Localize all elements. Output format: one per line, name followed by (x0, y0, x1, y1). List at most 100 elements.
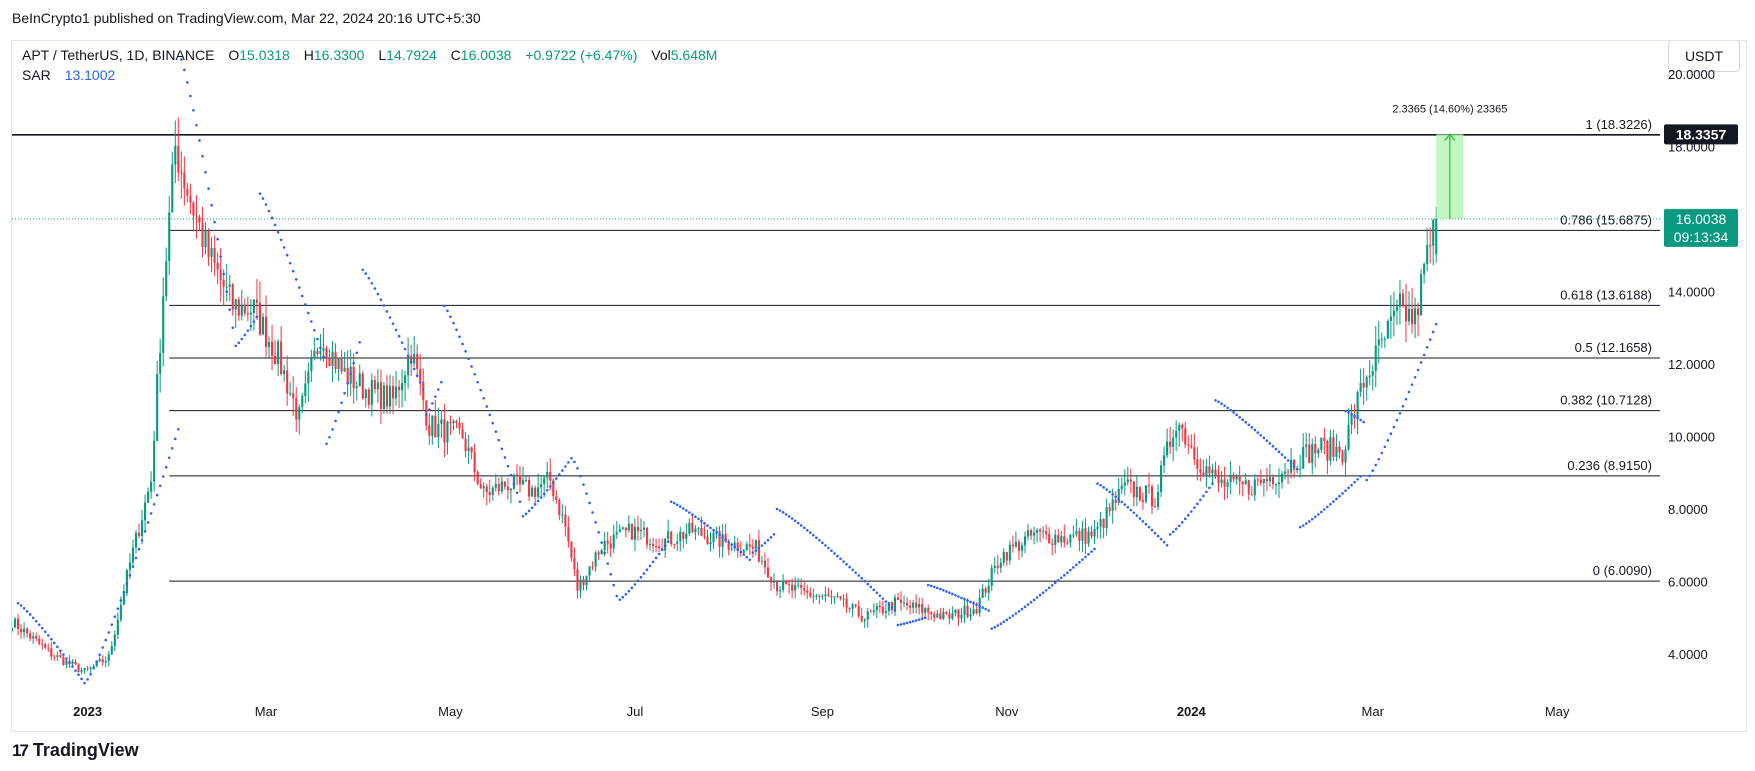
sar-dot (839, 557, 842, 561)
candle-body (1117, 488, 1120, 503)
candle-body (394, 386, 398, 399)
sar-dot (527, 509, 531, 513)
sar-dot (334, 419, 337, 423)
candle-body (1274, 484, 1278, 486)
sar-dot (1156, 534, 1160, 538)
candle-body (899, 599, 903, 603)
sar-dot (896, 623, 900, 627)
candle-body (1026, 530, 1030, 537)
candle-body (754, 540, 757, 549)
sar-dot (545, 488, 549, 492)
candle-body (310, 358, 313, 372)
candle-body (860, 615, 863, 622)
candle-body (655, 546, 658, 548)
candle-body (676, 541, 679, 544)
sar-dot (195, 123, 198, 127)
candle-body (990, 568, 993, 586)
sar-dot (1132, 511, 1136, 515)
candle-body (470, 447, 473, 453)
sar-dot (1389, 432, 1393, 436)
candle-body (352, 366, 355, 389)
candle-body (1344, 449, 1347, 463)
sar-dot (1032, 598, 1036, 602)
candle-body (292, 393, 295, 399)
candle-body (570, 541, 573, 558)
sar-dot (276, 230, 280, 234)
sar-dot (548, 485, 552, 488)
candle-body (673, 543, 676, 545)
candle-body (1429, 245, 1432, 247)
sar-dot (975, 603, 978, 607)
candle-body (1002, 551, 1005, 563)
sar-label: SAR (22, 67, 51, 83)
tradingview-mark-icon: 17 (12, 740, 29, 760)
candle-body (703, 535, 706, 537)
candle-body (1423, 263, 1426, 275)
sar-dot (1096, 482, 1099, 485)
candle-body (763, 560, 766, 568)
sar-dot (954, 593, 957, 597)
candle-body (1247, 480, 1250, 495)
candle-body (1220, 479, 1223, 484)
candle-body (1087, 531, 1090, 544)
candle-body (497, 483, 500, 492)
x-tick-label: Sep (811, 704, 834, 719)
y-tick-label: 10.0000 (1668, 430, 1715, 445)
candle-body (20, 628, 23, 633)
candle-body (1196, 459, 1199, 469)
candle-body (1126, 479, 1129, 483)
candle-body (1178, 424, 1181, 431)
sar-dot (125, 582, 129, 586)
candle-body (1398, 293, 1402, 307)
candle-body (1371, 371, 1374, 376)
candle-body (1229, 474, 1232, 483)
sar-row[interactable]: SAR 13.1002 (22, 65, 717, 85)
candle-body (86, 668, 89, 670)
candle-body (153, 440, 156, 482)
candle-body (1144, 485, 1148, 502)
sar-dot (415, 374, 419, 378)
candle-body (210, 247, 213, 257)
candle-body (1323, 437, 1326, 441)
sar-dot (691, 513, 694, 516)
candle-body (887, 602, 890, 612)
candle-body (549, 471, 552, 481)
candle-body (706, 536, 709, 545)
sar-dot (1150, 528, 1154, 532)
candle-body (467, 447, 470, 452)
sar-dot (1123, 503, 1127, 506)
sar-dot (367, 276, 371, 280)
sar-dot (917, 618, 921, 621)
candle-body (1338, 446, 1341, 453)
candle-body (1244, 480, 1247, 485)
symbol-title[interactable]: APT / TetherUS, 1D, BINANCE (22, 47, 215, 63)
candle-body (443, 419, 446, 443)
sar-dot (56, 645, 59, 649)
candle-body (1417, 308, 1420, 316)
candle-body (984, 588, 987, 593)
candle-body (866, 611, 869, 620)
candle-body (500, 481, 503, 492)
sar-dot (669, 500, 673, 504)
sar-dot (1217, 400, 1220, 404)
fib-level-label: 0.236 (8.9150) (1567, 458, 1652, 473)
candle-body (92, 665, 95, 668)
candle-body (1054, 534, 1057, 545)
sar-dot (582, 483, 585, 486)
sar-dot (31, 616, 35, 620)
sar-dot (999, 622, 1003, 626)
candle-body (797, 584, 800, 586)
candle-body (195, 215, 198, 217)
candle-body (177, 145, 180, 173)
candle-body (1256, 479, 1259, 481)
candle-body (101, 659, 104, 663)
candle-body (769, 577, 773, 583)
sar-dot (990, 627, 994, 630)
candle-body (1199, 468, 1202, 473)
sar-dot (645, 568, 649, 571)
sar-dot (948, 591, 951, 595)
sar-dot (727, 540, 730, 544)
candle-body (1356, 391, 1359, 419)
sar-dot (796, 521, 800, 525)
